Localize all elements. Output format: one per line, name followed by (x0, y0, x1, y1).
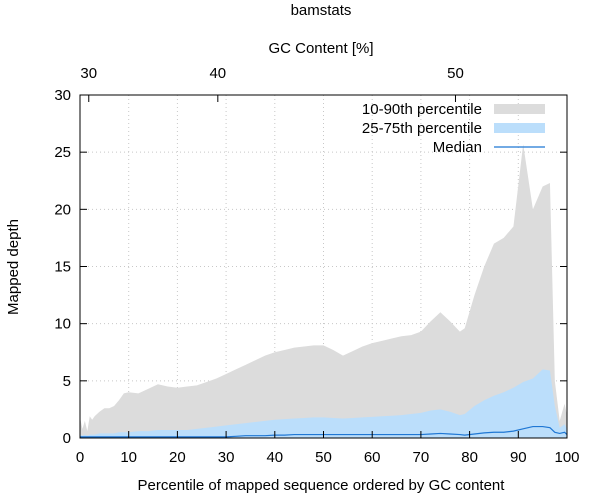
x-tick-label-4: 40 (266, 449, 283, 466)
y-tick-label-2: 10 (54, 316, 71, 333)
y-tick-label-5: 25 (54, 144, 71, 161)
legend-swatch-0 (494, 104, 545, 114)
x-tick-label-6: 60 (364, 449, 381, 466)
x-tick-label-8: 80 (461, 449, 478, 466)
legend-label-0: 10-90th percentile (362, 101, 482, 118)
y-axis-label: Mapped depth (5, 219, 22, 315)
x-tick-label-7: 70 (413, 449, 430, 466)
y-tick-label-4: 20 (54, 201, 71, 218)
x-tick-label-1: 10 (120, 449, 137, 466)
y-tick-label-3: 15 (54, 259, 71, 276)
series-line-median (80, 425, 568, 438)
chart-title: bamstats (291, 2, 352, 19)
legend-label-1: 25-75th percentile (362, 120, 482, 137)
x2-tick-label-0: 30 (80, 65, 97, 82)
plot-series (80, 144, 568, 438)
legend: 10-90th percentile 25-75th percentile Medi… (362, 101, 545, 156)
y-tick-label-0: 0 (63, 430, 71, 447)
y-tick-label-1: 5 (63, 373, 71, 390)
x-tick-label-2: 20 (169, 449, 186, 466)
x-tick-label-0: 0 (76, 449, 84, 466)
x-tick-label-10: 100 (554, 449, 579, 466)
top-axis-label: GC Content [%] (268, 40, 373, 57)
x-tick-label-5: 50 (315, 449, 332, 466)
series-band-1 (80, 369, 567, 438)
x2-tick-label-1: 40 (209, 65, 226, 82)
legend-swatch-1 (494, 123, 545, 133)
series-band-0 (80, 144, 567, 438)
x2-tick-label-2: 50 (447, 65, 464, 82)
x-tick-label-3: 30 (218, 449, 235, 466)
y-tick-label-6: 30 (54, 87, 71, 104)
x-axis-label: Percentile of mapped sequence ordered by… (138, 477, 506, 494)
x-tick-label-9: 90 (510, 449, 527, 466)
legend-label-2: Median (433, 139, 482, 156)
axes: 0 10 20 30 40 50 60 70 80 90 100 0 5 10 15 20 25 30 30 40 50 (54, 65, 579, 466)
